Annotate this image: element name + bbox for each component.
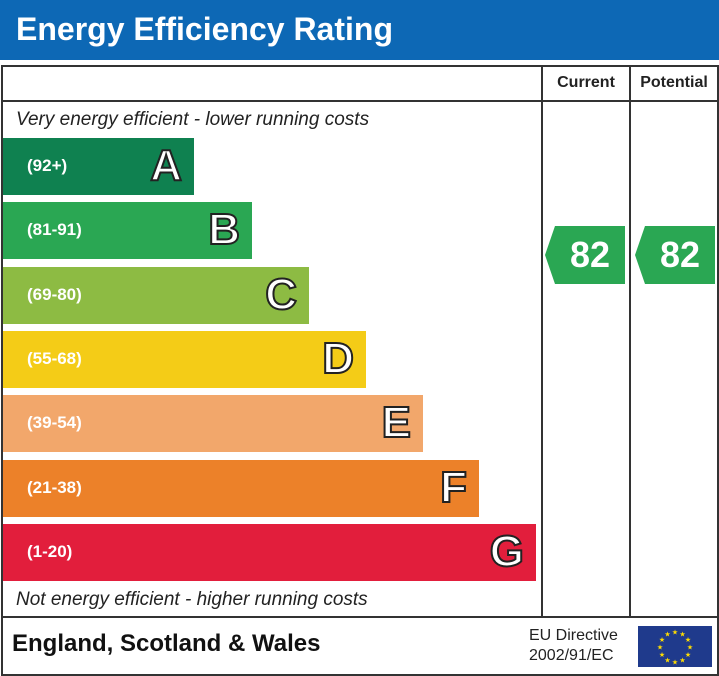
- band-letter: D: [321, 333, 355, 384]
- band-g: (1-20) G: [3, 523, 536, 581]
- header-bar: Energy Efficiency Rating: [0, 0, 719, 60]
- svg-text:★: ★: [685, 636, 691, 644]
- bottom-note: Not energy efficient - higher running co…: [16, 589, 368, 610]
- svg-text:★: ★: [659, 636, 665, 644]
- current-rating-arrow: 82: [545, 226, 625, 284]
- svg-text:★: ★: [659, 651, 665, 659]
- svg-text:★: ★: [672, 629, 678, 637]
- directive-line1: EU Directive: [529, 627, 618, 644]
- potential-rating-value: 82: [659, 234, 701, 275]
- svg-text:★: ★: [687, 644, 693, 652]
- top-note: Very energy efficient - lower running co…: [16, 109, 370, 130]
- eu-flag-icon: ★ ★ ★ ★ ★ ★ ★ ★ ★ ★ ★ ★: [638, 626, 712, 667]
- band-letter: G: [489, 526, 525, 577]
- band-a: (92+) A: [3, 138, 194, 195]
- band-range: (21-38): [27, 477, 82, 497]
- region-label: England, Scotland & Wales: [12, 630, 321, 657]
- band-letter: B: [207, 204, 241, 255]
- divider: [1, 100, 718, 102]
- chart-title: Energy Efficiency Rating: [16, 11, 393, 47]
- band-c: (69-80) C: [3, 266, 309, 324]
- current-column-header: Current: [557, 74, 615, 91]
- band-range: (81-91): [27, 220, 82, 240]
- band-letter: A: [149, 140, 183, 191]
- svg-text:★: ★: [664, 631, 670, 639]
- band-f: (21-38) F: [3, 459, 479, 517]
- svg-text:★: ★: [657, 644, 663, 652]
- band-letter: F: [439, 462, 468, 513]
- divider: [1, 616, 718, 618]
- band-range: (39-54): [27, 413, 82, 433]
- svg-text:★: ★: [679, 656, 685, 664]
- band-range: (1-20): [27, 541, 73, 561]
- band-b: (81-91) B: [3, 202, 252, 260]
- band-letter: C: [264, 269, 298, 320]
- band-range: (55-68): [27, 348, 82, 368]
- svg-text:★: ★: [685, 651, 691, 659]
- band-range: (69-80): [27, 284, 82, 304]
- current-rating-value: 82: [569, 234, 611, 275]
- potential-rating-arrow: 82: [635, 226, 715, 284]
- band-d: (55-68) D: [3, 330, 366, 388]
- divider: [629, 65, 631, 617]
- potential-column-header: Potential: [640, 74, 708, 91]
- divider: [541, 65, 543, 617]
- band-e: (39-54) E: [3, 395, 423, 453]
- band-letter: E: [381, 397, 412, 448]
- svg-text:★: ★: [679, 631, 685, 639]
- eu-directive: EU Directive 2002/91/EC: [529, 626, 618, 666]
- directive-line2: 2002/91/EC: [529, 647, 614, 664]
- svg-text:★: ★: [672, 659, 678, 667]
- svg-text:★: ★: [664, 656, 670, 664]
- band-range: (92+): [27, 156, 68, 175]
